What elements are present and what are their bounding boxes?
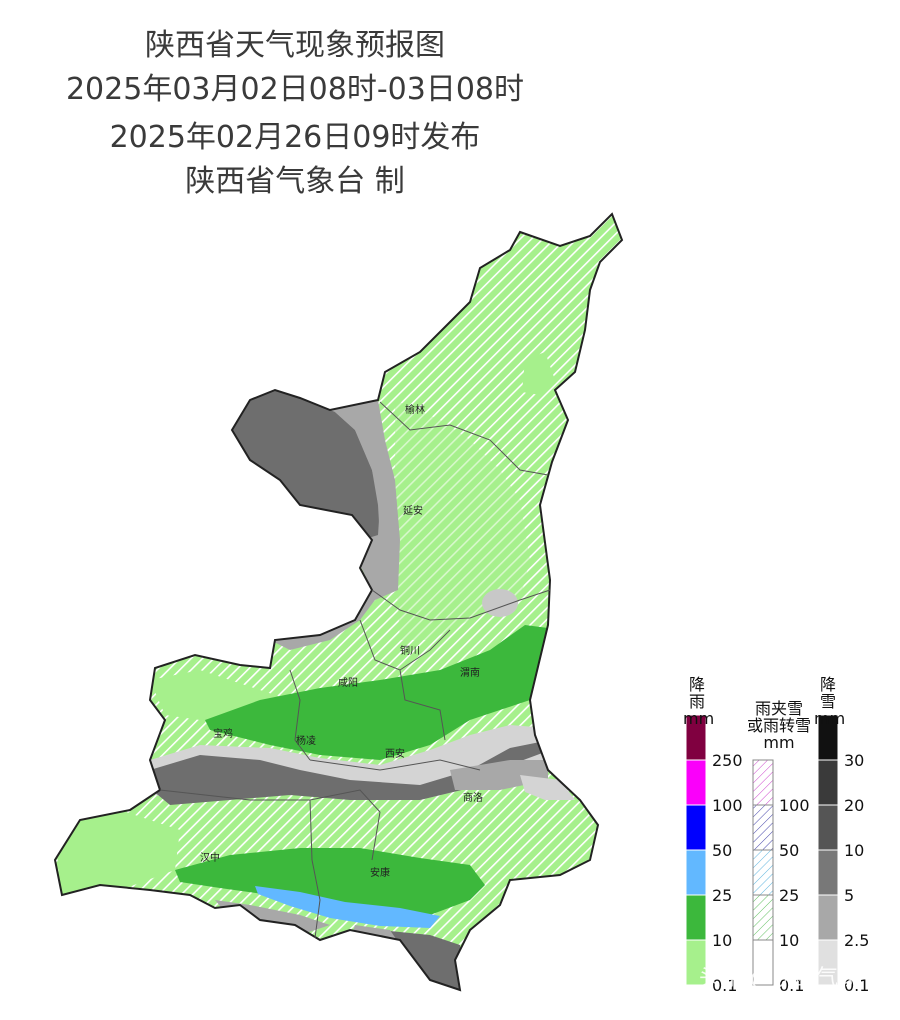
rain-swatch-3 — [685, 804, 707, 851]
rain-tick-0: 0.1 — [712, 976, 738, 995]
city-label-shangluo: 商洛 — [463, 791, 483, 804]
issuer: 陕西省气象台 制 — [185, 164, 405, 199]
sleet-tick-1: 10 — [779, 931, 800, 950]
city-label-yanan: 延安 — [403, 504, 423, 517]
sleet-tick-2: 25 — [779, 886, 800, 905]
snow-swatch-2 — [817, 849, 839, 896]
prefecture-borders — [159, 401, 551, 939]
snow-legend-title: 降雪 mm — [814, 675, 846, 728]
forecast-period: 2025年03月02日08时-03日08时 — [65, 72, 525, 107]
snow-swatch-1 — [817, 894, 839, 941]
snow-swatch-3 — [817, 804, 839, 851]
sleet-swatch-4 — [752, 759, 774, 806]
city-label-tongchuan: 铜川 — [400, 645, 420, 657]
rain-tick-3: 50 — [712, 841, 733, 860]
snow-tick-4: 20 — [844, 796, 865, 815]
snow-tick-3: 10 — [844, 841, 865, 860]
snow-tick-0: 0.1 — [844, 976, 870, 995]
precip-areas — [55, 214, 622, 990]
rain-swatch-2 — [685, 849, 707, 896]
sleet-legend-title: 雨夹雪 或雨转雪 mm — [746, 699, 811, 752]
city-label-xianyang: 咸阳 — [338, 677, 358, 689]
city-label-ankang: 安康 — [370, 866, 390, 879]
rain-legend-title: 降雨 mm — [683, 675, 715, 728]
city-label-yulin: 榆林 — [405, 403, 425, 416]
map-title: 陕西省天气现象预报图 — [145, 28, 445, 63]
issue-time: 2025年02月26日09时发布 — [109, 120, 481, 155]
watermark: 头条 @陕西气象 — [699, 966, 860, 991]
snow-tick-2: 5 — [844, 886, 855, 905]
city-label-xian: 西安 — [385, 747, 405, 760]
city-labels: 榆林 延安 铜川 咸阳 渭南 宝鸡 杨凌 西安 商洛 汉中 安康 — [200, 403, 483, 879]
city-label-hanzhong: 汉中 — [200, 851, 220, 864]
sleet-swatch-3 — [752, 804, 774, 851]
sleet-swatch-2 — [752, 849, 774, 896]
rain-tick-5: 250 — [712, 751, 743, 770]
title-block: 陕西省天气现象预报图 2025年03月02日08时-03日08时 2025年02… — [60, 24, 530, 204]
snow-tick-5: 30 — [844, 751, 865, 770]
snow-swatch-4 — [817, 759, 839, 806]
rain-legend-bar — [685, 714, 707, 986]
city-label-weinan: 渭南 — [460, 666, 480, 679]
sleet-swatch-1 — [752, 894, 774, 941]
sleet-tick-3: 50 — [779, 841, 800, 860]
snow-tick-1: 2.5 — [844, 931, 870, 950]
sleet-legend-bar — [752, 759, 774, 986]
rain-swatch-5 — [685, 714, 707, 761]
rain-tick-1: 10 — [712, 931, 733, 950]
rain-tick-2: 25 — [712, 886, 733, 905]
city-label-yangling: 杨凌 — [296, 734, 316, 747]
snow-legend-bar — [817, 714, 839, 986]
sleet-tick-0: 0.1 — [779, 976, 805, 995]
rain-swatch-1 — [685, 894, 707, 941]
rain-tick-4: 100 — [712, 796, 743, 815]
city-label-baoji: 宝鸡 — [213, 727, 233, 740]
snow-swatch-5 — [817, 714, 839, 761]
sleet-tick-4: 100 — [779, 796, 810, 815]
rain-swatch-4 — [685, 759, 707, 806]
